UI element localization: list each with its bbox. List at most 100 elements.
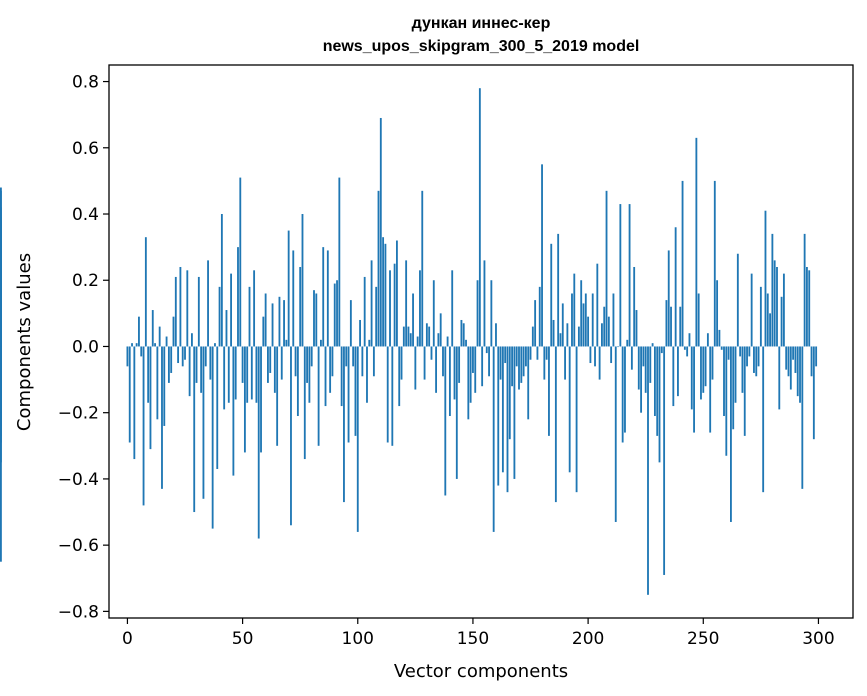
bar: [232, 346, 235, 476]
x-axis-ticks: 0 50 100 150 200 250 300: [122, 618, 835, 649]
bar: [557, 233, 560, 347]
bar: [361, 346, 364, 377]
bar: [428, 326, 431, 347]
bar: [732, 346, 735, 430]
bar: [601, 323, 603, 347]
bar: [349, 300, 352, 347]
bar: [195, 346, 198, 383]
bars-group: [0, 88, 818, 595]
bar: [338, 177, 341, 347]
bar: [439, 313, 442, 347]
bar: [191, 333, 193, 347]
bar: [446, 336, 449, 347]
bar: [815, 346, 818, 367]
bar: [605, 190, 608, 347]
bar: [161, 346, 163, 489]
bar: [237, 247, 239, 347]
bar: [730, 346, 732, 522]
x-axis-label: Vector components: [394, 661, 568, 682]
bar: [474, 346, 477, 393]
y-tick-label: 0.6: [72, 139, 99, 159]
x-tick-label: 300: [802, 629, 834, 649]
bar: [499, 346, 502, 380]
bar: [653, 346, 656, 417]
bar: [184, 346, 186, 360]
bar: [621, 346, 624, 443]
bar: [515, 346, 518, 367]
bar: [253, 270, 256, 347]
y-tick-label: 0.4: [72, 205, 99, 225]
bar: [810, 346, 813, 377]
bar: [451, 270, 454, 347]
bar: [633, 266, 636, 347]
bar: [614, 346, 617, 522]
bar: [147, 346, 150, 403]
y-tick-label: 0.8: [72, 73, 99, 93]
bar: [216, 346, 219, 469]
bar: [706, 333, 709, 347]
bar: [571, 293, 573, 347]
bar: [142, 346, 145, 506]
bar: [582, 303, 585, 347]
bar: [492, 346, 495, 532]
bar: [264, 293, 267, 347]
bar: [414, 346, 417, 390]
bar: [778, 346, 781, 410]
bar: [366, 346, 368, 403]
bar: [787, 346, 790, 377]
bar: [326, 250, 329, 347]
bar: [746, 346, 748, 367]
bar: [363, 276, 366, 347]
bar: [727, 346, 730, 360]
bar: [250, 346, 253, 400]
bar: [218, 286, 221, 347]
bar: [806, 266, 808, 347]
bar: [612, 293, 615, 347]
bar: [773, 260, 776, 347]
bar: [133, 346, 136, 460]
bar: [504, 346, 507, 364]
bar: [667, 250, 670, 347]
y-tick-label: 0.2: [72, 271, 99, 291]
bar: [455, 346, 458, 479]
bar: [329, 346, 332, 393]
bar: [545, 346, 548, 360]
bar: [709, 346, 712, 433]
bar: [757, 346, 760, 367]
bar: [642, 346, 645, 367]
bar: [759, 286, 762, 347]
bar: [372, 346, 375, 377]
bar: [575, 346, 578, 493]
bar: [587, 316, 590, 347]
bar: [483, 260, 486, 347]
bar: [598, 346, 601, 380]
bar: [412, 293, 414, 347]
bar: [501, 346, 504, 473]
bar: [223, 346, 226, 410]
bar: [679, 306, 682, 347]
bar: [690, 346, 693, 410]
bar: [211, 346, 214, 529]
bar: [762, 346, 765, 493]
y-tick-label: −0.2: [58, 404, 99, 424]
bar: [271, 303, 274, 347]
bar: [398, 346, 401, 407]
bar: [513, 346, 516, 479]
bar: [695, 137, 698, 347]
bar: [138, 316, 140, 347]
bar: [144, 237, 147, 347]
bar: [128, 346, 131, 443]
bar: [750, 273, 753, 347]
bar: [276, 346, 279, 446]
chart-subtitle: news_upos_skipgram_300_5_2019 model: [323, 38, 640, 55]
bar: [789, 346, 792, 390]
bar: [603, 306, 606, 347]
bar: [522, 346, 525, 377]
bar: [748, 346, 751, 357]
bar: [396, 240, 398, 347]
bar: [294, 346, 297, 377]
bar: [665, 300, 668, 347]
bar: [174, 276, 177, 347]
bar: [352, 346, 355, 367]
bar: [617, 346, 619, 348]
